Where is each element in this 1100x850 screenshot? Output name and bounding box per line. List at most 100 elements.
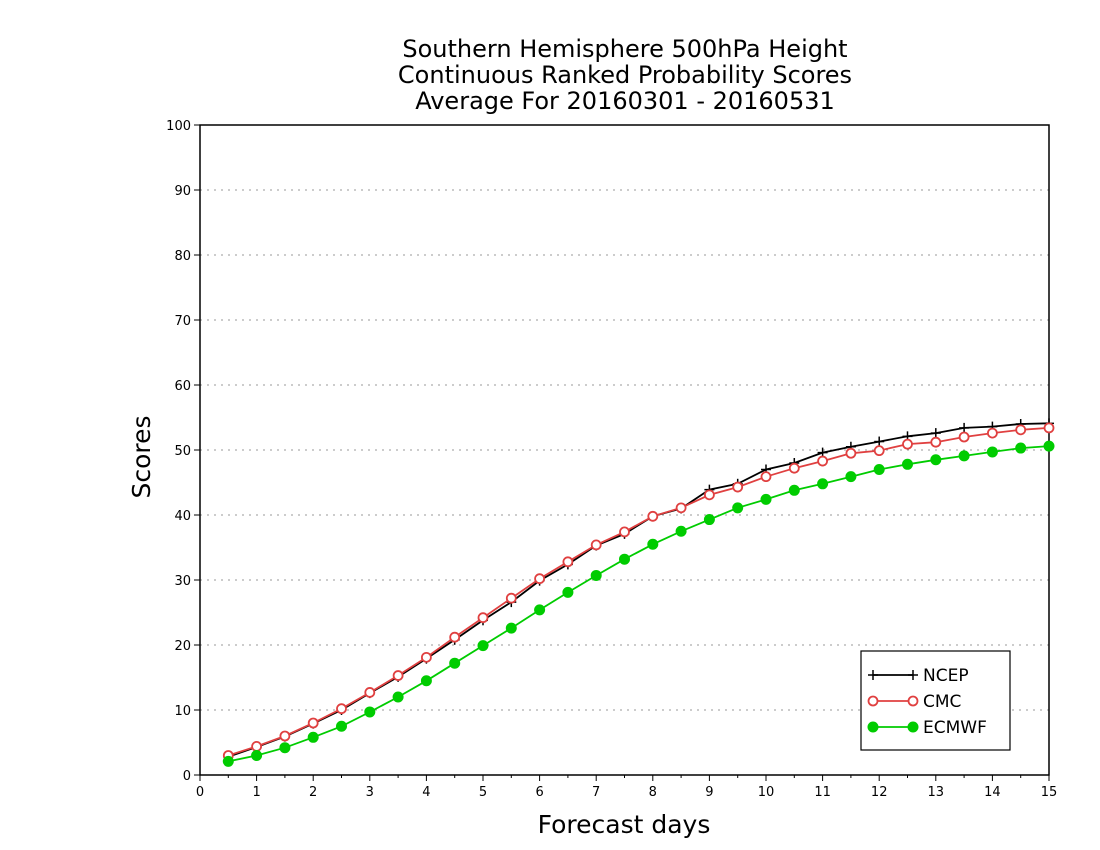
ecmwf-data-point [392, 691, 404, 703]
cmc-data-point [873, 445, 885, 457]
cmc-data-point [336, 703, 347, 715]
cmc-data-point [930, 436, 942, 448]
ncep-data-point [959, 422, 970, 433]
ecmwf-data-point [1043, 440, 1055, 452]
ecmwf-data-point [845, 471, 857, 483]
ecmwf-data-point [279, 742, 291, 754]
x-tick-label: 10 [758, 785, 775, 800]
cmc-data-point [364, 687, 376, 698]
y-tick-label: 60 [174, 379, 191, 394]
cmc-data-point [251, 741, 263, 752]
cmc-data-point [647, 510, 659, 522]
ncep-data-point [930, 428, 941, 439]
cmc-data-point [902, 438, 913, 450]
x-tick-label: 12 [871, 785, 888, 800]
y-axis-title: Scores [127, 415, 156, 498]
ecmwf-data-point [534, 604, 546, 616]
ecmwf-data-point [788, 484, 800, 496]
ecmwf-data-point [986, 446, 998, 458]
cmc-data-point [392, 670, 404, 681]
y-tick-label: 70 [174, 314, 191, 329]
y-tick-label: 20 [174, 639, 191, 654]
ecmwf-data-point [958, 450, 970, 462]
ecmwf-data-point [307, 731, 319, 743]
cmc-data-point [534, 573, 545, 585]
cmc-data-point [590, 539, 602, 551]
legend-marker-ecmwf [907, 721, 919, 733]
ecmwf-data-point [902, 458, 913, 470]
ecmwf-data-point [222, 755, 234, 767]
legend-marker-ncep [908, 670, 918, 680]
cmc-data-point [420, 651, 432, 663]
ecmwf-data-point [619, 553, 630, 565]
ecmwf-data-point [930, 454, 942, 466]
cmc-data-point [817, 455, 828, 467]
series-lines [222, 418, 1055, 767]
ecmwf-data-point [732, 502, 744, 514]
ecmwf-data-point [1015, 442, 1027, 454]
legend-marker-ecmwf [867, 721, 879, 733]
cmc-data-point [477, 612, 489, 624]
x-tick-label: 13 [928, 785, 945, 800]
cmc-data-point [987, 427, 998, 439]
x-axis-title: Forecast days [538, 810, 711, 839]
y-tick-label: 100 [166, 119, 191, 134]
y-tick-label: 40 [174, 509, 191, 524]
y-tick-label: 0 [183, 769, 191, 784]
chart-title-line-1: Southern Hemisphere 500hPa Height [402, 35, 848, 63]
x-tick-label: 0 [196, 785, 204, 800]
y-tick-label: 50 [174, 444, 191, 459]
cmc-data-point [1015, 424, 1027, 436]
cmc-data-point [307, 717, 319, 729]
ecmwf-data-point [420, 675, 432, 687]
cmc-data-point [958, 431, 970, 443]
x-tick-label: 8 [649, 785, 657, 800]
ecmwf-data-point [562, 586, 574, 598]
ecmwf-data-point [703, 514, 715, 526]
cmc-data-point [1043, 422, 1055, 434]
legend-marker-cmc [867, 695, 879, 707]
x-tick-label: 14 [984, 785, 1001, 800]
ecmwf-data-point [505, 622, 517, 634]
ecmwf-data-point [675, 525, 687, 537]
legend: NCEP CMC ECMWF [860, 650, 1011, 751]
x-tick-label: 15 [1041, 785, 1058, 800]
x-tick-label: 6 [535, 785, 543, 800]
ecmwf-data-point [449, 657, 461, 669]
cmc-data-point [449, 631, 461, 643]
cmc-data-point [562, 556, 574, 568]
ncep-data-point [874, 436, 885, 447]
ecmwf-data-point [336, 720, 347, 732]
y-tick-label: 10 [174, 704, 191, 719]
ecmwf-data-point [647, 538, 659, 550]
legend-label-cmc: CMC [923, 692, 961, 712]
cmc-data-point [619, 526, 630, 538]
x-tick-label: 3 [366, 785, 374, 800]
x-tick-label: 5 [479, 785, 487, 800]
x-tick-label: 9 [705, 785, 713, 800]
legend-marker-cmc [907, 695, 919, 707]
x-tick-label: 2 [309, 785, 317, 800]
y-tick-label: 90 [174, 184, 191, 199]
x-tick-label: 1 [252, 785, 260, 800]
cmc-data-point [788, 462, 800, 474]
legend-label-ncep: NCEP [923, 666, 969, 686]
y-tick-label: 80 [174, 249, 191, 264]
ecmwf-data-point [873, 464, 885, 475]
ecmwf-data-point [817, 478, 829, 490]
ecmwf-data-point [364, 706, 376, 718]
legend-label-ecmwf: ECMWF [923, 718, 987, 738]
x-tick-label: 11 [814, 785, 831, 800]
cmc-data-point [675, 502, 687, 514]
legend-marker-ncep [868, 670, 878, 680]
cmc-data-point [279, 730, 291, 742]
cmc-data-point [704, 489, 715, 501]
cmc-data-point [845, 447, 857, 459]
cmc-data-point [505, 592, 517, 604]
y-tick-label: 30 [174, 574, 191, 589]
ecmwf-data-point [251, 750, 263, 761]
chart-title-line-3: Average For 20160301 - 20160531 [415, 87, 835, 115]
cmc-data-point [760, 471, 772, 483]
gridlines [200, 189, 1049, 711]
